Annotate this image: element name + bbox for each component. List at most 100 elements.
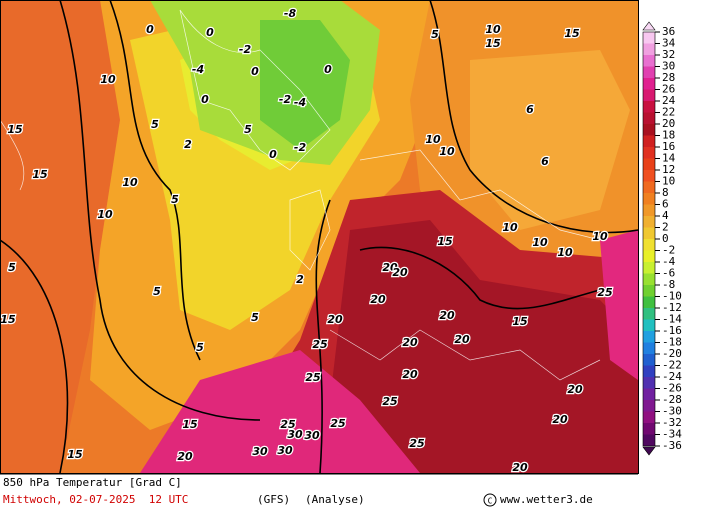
contour-label: 10 <box>557 246 573 259</box>
contour-label: 25 <box>312 338 328 351</box>
colorbar-label: 10 <box>662 175 675 188</box>
contour-label: 15 <box>182 418 198 431</box>
contour-label: 20 <box>402 368 418 381</box>
contour-label: 5 <box>171 193 179 206</box>
colorbar-label: 26 <box>662 83 675 96</box>
colorbar-slot <box>643 262 655 274</box>
contour-label: 6 <box>541 155 549 168</box>
contour-label: 30 <box>287 428 303 441</box>
colorbar-label: -26 <box>662 382 682 395</box>
contour-label: 15 <box>437 235 453 248</box>
colorbar-label: 2 <box>662 221 669 234</box>
colorbar-label: 30 <box>662 60 675 73</box>
colorbar-slot <box>643 147 655 159</box>
colorbar-label: -18 <box>662 336 682 349</box>
colorbar-slot <box>643 158 655 170</box>
colorbar-label: -20 <box>662 347 682 360</box>
contour-label: 10 <box>532 236 548 249</box>
contour-label: 2 <box>184 138 192 151</box>
footer-title: 850 hPa Temperatur [Grad C] <box>3 476 182 489</box>
contour-label: 20 <box>402 336 418 349</box>
copyright-icon <box>483 493 497 507</box>
colorbar-slot <box>643 170 655 182</box>
colorbar-slot <box>643 411 655 423</box>
contour-label: 0 <box>251 65 259 78</box>
coastlines <box>0 9 601 381</box>
colorbar-label: 32 <box>662 48 675 61</box>
colorbar-slot <box>643 296 655 308</box>
colorbar-slot <box>643 204 655 216</box>
footer-credit: www.wetter3.de <box>500 493 593 506</box>
colorbar-slot <box>643 308 655 320</box>
contour-label: 25 <box>280 418 296 431</box>
colorbar-label: 6 <box>662 198 669 211</box>
contour-label: -2 <box>279 93 292 106</box>
contour-label: 2 <box>296 273 304 286</box>
contour-label: 20 <box>512 461 528 474</box>
colorbar-slot <box>643 227 655 239</box>
contour-label: 5 <box>244 123 252 136</box>
colorbar-label: -4 <box>662 255 676 268</box>
colorbar-arrow <box>642 21 656 31</box>
colorbar-slot <box>643 89 655 101</box>
contour-label: 5 <box>151 118 159 131</box>
colorbar-label: 4 <box>662 209 669 222</box>
colorbar-slot <box>643 377 655 389</box>
contour-label: 30 <box>304 429 320 442</box>
contour-label: 15 <box>7 123 23 136</box>
contour-label: 20 <box>327 313 343 326</box>
colorbar-label: -24 <box>662 370 682 383</box>
colorbar-slot <box>643 55 655 67</box>
footer-mode: (Analyse) <box>305 493 365 506</box>
contour-label: 20 <box>567 383 583 396</box>
contour-label: 20 <box>177 450 193 463</box>
colorbar-slot <box>643 319 655 331</box>
contour-label: 15 <box>512 315 528 328</box>
contour-label: 20 <box>552 413 568 426</box>
colorbar-label: 34 <box>662 37 676 50</box>
contour-label: 10 <box>592 230 608 243</box>
colorbar-slot <box>643 250 655 262</box>
colorbar-slot <box>643 365 655 377</box>
colorbar-label: 24 <box>662 94 676 107</box>
contour-label: 10 <box>100 73 116 86</box>
colorbar-slot <box>643 32 655 44</box>
colorbar-label: -22 <box>662 359 682 372</box>
colorbar-label: -8 <box>662 278 675 291</box>
contour-label: 20 <box>454 333 470 346</box>
colorbar-slot <box>643 434 655 446</box>
contour-label: 25 <box>597 286 613 299</box>
colorbar-label: -10 <box>662 290 682 303</box>
contour-label: 10 <box>425 133 441 146</box>
contour-label: 5 <box>8 261 16 274</box>
contour-label: 30 <box>277 444 293 457</box>
contour-label: 0 <box>269 148 277 161</box>
colorbar-label: 8 <box>662 186 669 199</box>
colorbar-label: -12 <box>662 301 682 314</box>
colorbar-arrow <box>642 446 656 456</box>
colorbar-label: 28 <box>662 71 675 84</box>
colorbar-slot <box>643 342 655 354</box>
contour-label: 25 <box>409 437 425 450</box>
colorbar-label: 14 <box>662 152 676 165</box>
colorbar-slot <box>643 239 655 251</box>
contour-label: 0 <box>324 63 332 76</box>
colorbar-slot <box>643 193 655 205</box>
contour-label: 25 <box>305 371 321 384</box>
colorbar-slot <box>643 112 655 124</box>
colorbar-slot <box>643 354 655 366</box>
colorbar-label: 18 <box>662 129 675 142</box>
colorbar-label: -28 <box>662 393 682 406</box>
colorbar-label: 22 <box>662 106 675 119</box>
colorbar-slot <box>643 43 655 55</box>
colorbar-label: 0 <box>662 232 669 245</box>
contour-label: 0 <box>201 93 209 106</box>
colorbar-label: -2 <box>662 244 675 257</box>
contour-label: 15 <box>564 27 580 40</box>
contour-label: 10 <box>122 176 138 189</box>
colorbar-slot <box>643 331 655 343</box>
contour-label: 5 <box>153 285 161 298</box>
colorbar-label: -36 <box>662 439 682 452</box>
colorbar-slot <box>643 388 655 400</box>
contour-label: 15 <box>67 448 83 461</box>
